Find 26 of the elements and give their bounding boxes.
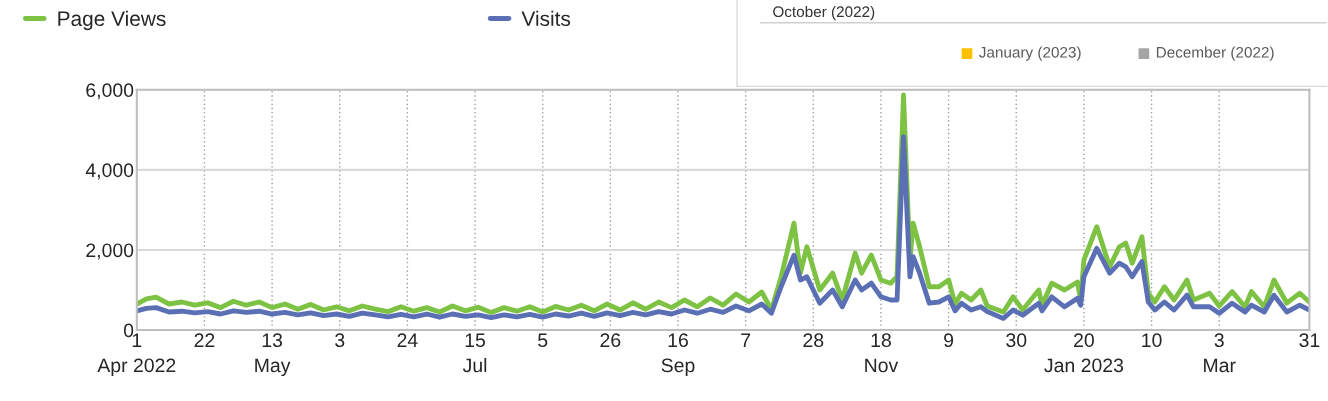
x-tick-label: 9 (944, 333, 954, 348)
x-tick-label: 31 (1299, 333, 1320, 348)
x-tick-label: 18 Nov (865, 333, 899, 373)
x-tick-label: 28 (803, 333, 824, 348)
category-label: January (2023) (979, 46, 1081, 61)
x-tick-label: 16 Sep (661, 333, 695, 377)
y-tick-label: 6,000 (86, 83, 134, 100)
x-tick-label: 10 (1142, 333, 1162, 348)
x-tick-label: 22 (194, 333, 215, 347)
x-tick-label: 30 (1006, 333, 1027, 348)
category-label: December (2022) (1156, 46, 1274, 61)
text: October (2022) (773, 5, 875, 21)
x-tick-label: 26 (600, 333, 621, 348)
x-tick-label: 20 Jan 2023 (1044, 333, 1124, 373)
x-tick-label: 5 (538, 333, 548, 348)
legend-label: Visits (521, 10, 571, 27)
y-tick-label: 4,000 (85, 163, 134, 180)
x-tick-label: 3 Mar (1204, 333, 1236, 373)
x-tick-label: 3 (335, 333, 345, 348)
x-tick-label: 15 Jul (462, 333, 487, 373)
x-tick-label: 13 May (255, 333, 291, 377)
legend-label: Page Views (58, 10, 166, 31)
x-tick-label: 24 (397, 333, 418, 347)
line-series (136, 134, 1310, 321)
y-tick-label: 2,000 (86, 243, 134, 260)
x-tick-label: 7 (741, 333, 751, 347)
